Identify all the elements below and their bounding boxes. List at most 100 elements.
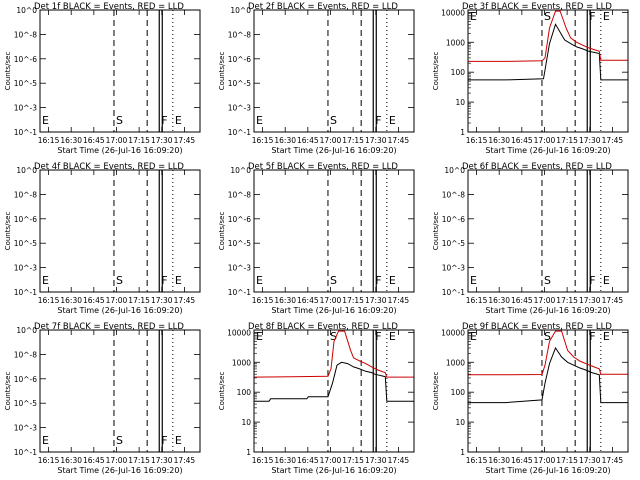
- x-tick-label: 17:00: [534, 296, 556, 305]
- x-axis-label: Start Time (26-Jul-16 16:09:20): [485, 306, 610, 315]
- x-tick-label: 17:00: [320, 296, 342, 305]
- x-tick-label: 16:15: [38, 136, 60, 145]
- y-tick-label: 10^-5: [442, 239, 466, 248]
- x-tick-label: 16:15: [252, 456, 274, 465]
- series-events: [254, 361, 414, 402]
- panel-4: Det 4f BLACK = Events, RED = LLD 10^-1 10^…: [4, 162, 201, 315]
- x-tick-label: 17:15: [556, 456, 578, 465]
- panel-8: Det 8f BLACK = Events, RED = LLD 1 10 100 10…: [218, 322, 415, 475]
- x-tick-label: 16:45: [83, 296, 105, 305]
- y-tick-label: 10^-8: [442, 190, 466, 199]
- marker-label: S: [544, 274, 551, 287]
- marker-label: F: [589, 330, 595, 343]
- marker-label: F: [161, 274, 167, 287]
- y-tick-label: 1000: [232, 358, 251, 367]
- x-axis-label: Start Time (26-Jul-16 16:09:20): [57, 306, 182, 315]
- marker-label: E: [470, 10, 477, 23]
- x-tick-label: 17:45: [602, 456, 624, 465]
- x-tick-label: 17:00: [320, 456, 342, 465]
- x-tick-label: 17:15: [342, 456, 364, 465]
- y-tick-label: 10^-1: [14, 128, 38, 137]
- panel-5: Det 5f BLACK = Events, RED = LLD 10^-1 10^…: [218, 162, 415, 315]
- x-tick-label: 17:45: [602, 136, 624, 145]
- x-tick-label: 17:45: [602, 296, 624, 305]
- x-tick-label: 16:15: [252, 136, 274, 145]
- x-tick-label: 16:15: [38, 456, 60, 465]
- y-tick-label: 1: [460, 448, 465, 457]
- y-axis-label: Counts/sec: [4, 212, 12, 251]
- y-tick-label: 10^0: [16, 6, 37, 15]
- plot-frame: [467, 329, 629, 453]
- y-tick-label: 10^-6: [228, 55, 252, 64]
- x-tick-label: 17:15: [128, 456, 150, 465]
- marker-label: E: [470, 330, 477, 343]
- y-axis-label: Counts/sec: [218, 372, 226, 411]
- series-lld: [253, 330, 414, 378]
- x-tick-label: 16:30: [488, 296, 510, 305]
- y-tick-label: 10000: [227, 328, 251, 337]
- x-axis-label: Start Time (26-Jul-16 16:09:20): [57, 466, 182, 475]
- marker-label: E: [175, 274, 182, 287]
- marker-label: F: [375, 330, 381, 343]
- y-tick-label: 100: [451, 68, 466, 77]
- marker-label: S: [330, 114, 337, 127]
- marker-label: F: [589, 274, 595, 287]
- panel-title: Det 2f BLACK = Events, RED = LLD: [248, 2, 398, 12]
- x-tick-label: 16:15: [466, 296, 488, 305]
- y-tick-label: 100: [237, 388, 252, 397]
- x-tick-label: 17:45: [174, 136, 196, 145]
- plot-frame: [467, 9, 629, 133]
- plot-frame: [39, 9, 201, 133]
- x-tick-label: 17:00: [106, 296, 128, 305]
- marker-label: E: [603, 330, 610, 343]
- marker-label: F: [375, 114, 381, 127]
- x-tick-label: 16:45: [511, 296, 533, 305]
- marker-label: S: [330, 274, 337, 287]
- x-tick-label: 17:00: [106, 136, 128, 145]
- x-axis-label: Start Time (26-Jul-16 16:09:20): [485, 146, 610, 155]
- y-tick-label: 10^-6: [228, 215, 252, 224]
- x-tick-label: 16:45: [297, 296, 319, 305]
- x-tick-label: 16:30: [60, 136, 82, 145]
- x-tick-label: 17:00: [320, 136, 342, 145]
- x-tick-label: 16:15: [466, 136, 488, 145]
- y-tick-label: 10^-8: [228, 190, 252, 199]
- x-tick-label: 17:30: [579, 456, 601, 465]
- x-tick-label: 17:30: [365, 136, 387, 145]
- x-tick-label: 17:30: [151, 296, 173, 305]
- marker-label: S: [116, 434, 123, 447]
- panel-3: Det 3f BLACK = Events, RED = LLD 1 10 100 10…: [432, 2, 629, 155]
- x-tick-label: 16:45: [297, 456, 319, 465]
- y-axis-label: Counts/sec: [432, 212, 440, 251]
- marker-label: E: [256, 274, 263, 287]
- x-tick-label: 16:30: [274, 136, 296, 145]
- x-tick-label: 17:15: [128, 296, 150, 305]
- y-tick-label: 10^-5: [14, 239, 38, 248]
- y-tick-label: 10^0: [230, 166, 251, 175]
- y-tick-label: 10^0: [16, 326, 37, 335]
- x-tick-label: 17:15: [342, 296, 364, 305]
- x-tick-label: 17:30: [151, 136, 173, 145]
- x-tick-label: 16:45: [511, 136, 533, 145]
- marker-label: E: [389, 114, 396, 127]
- y-tick-label: 1: [246, 448, 251, 457]
- y-axis-label: Counts/sec: [432, 52, 440, 91]
- x-tick-label: 17:45: [388, 136, 410, 145]
- panel-title: Det 3f BLACK = Events, RED = LLD: [462, 2, 612, 12]
- x-tick-label: 16:30: [488, 456, 510, 465]
- y-tick-label: 10: [455, 418, 465, 427]
- y-tick-label: 10^-8: [14, 190, 38, 199]
- panel-title: Det 9f BLACK = Events, RED = LLD: [462, 322, 612, 332]
- marker-label: S: [116, 274, 123, 287]
- y-tick-label: 10^-3: [442, 264, 466, 273]
- panel-title: Det 5f BLACK = Events, RED = LLD: [248, 162, 398, 172]
- y-tick-label: 10^-6: [14, 375, 38, 384]
- y-tick-label: 10^-5: [14, 79, 38, 88]
- x-tick-label: 16:30: [60, 456, 82, 465]
- marker-label: S: [544, 10, 551, 23]
- y-tick-label: 10^-1: [228, 128, 252, 137]
- x-tick-label: 16:45: [511, 456, 533, 465]
- marker-label: E: [42, 274, 49, 287]
- x-tick-label: 17:15: [556, 296, 578, 305]
